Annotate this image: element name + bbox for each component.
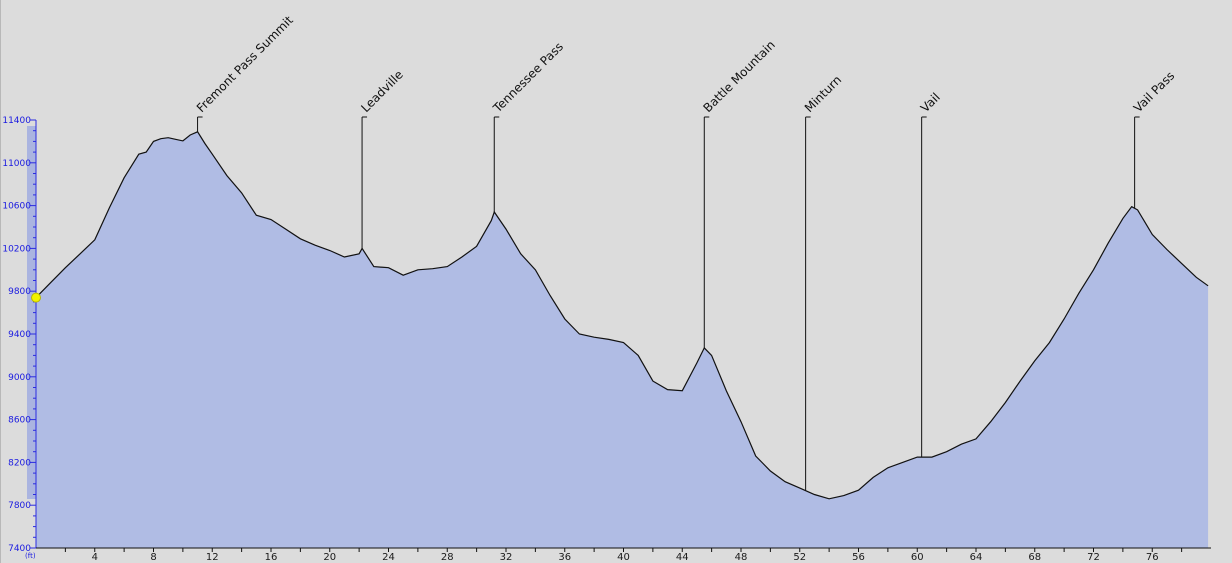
y-tick-label: 10600 — [2, 202, 31, 212]
x-tick-label: 24 — [382, 552, 395, 563]
x-tick-label: 60 — [911, 552, 924, 563]
x-tick-label: 76 — [1146, 552, 1159, 563]
y-tick-label: 7800 — [8, 501, 31, 511]
y-tick-label: 11000 — [2, 159, 31, 169]
y-tick-label: 8200 — [8, 458, 31, 468]
elevation-area — [36, 131, 1209, 549]
x-tick-label: 68 — [1028, 552, 1041, 563]
y-tick-label: 9800 — [8, 287, 31, 297]
x-tick-label: 28 — [441, 552, 454, 563]
y-axis: 7400 7800 8200 8600 9000 9400 9800 10200 10600 11… — [2, 116, 37, 554]
y-unit-label: (ft) — [25, 552, 36, 560]
y-tick-label: 10200 — [2, 244, 31, 254]
current-position-marker[interactable] — [31, 292, 41, 303]
y-tick-label: 7400 — [8, 544, 31, 554]
x-tick-label: 16 — [265, 552, 278, 563]
x-tick-label: 72 — [1087, 552, 1100, 563]
x-tick-label: 12 — [206, 552, 219, 563]
x-tick-label: 36 — [558, 552, 571, 563]
y-tick-label: 11400 — [2, 116, 31, 126]
x-tick-label: 20 — [323, 552, 336, 563]
x-tick-label: 40 — [617, 552, 630, 563]
x-tick-label: 4 — [92, 552, 98, 563]
x-tick-label: 32 — [500, 552, 513, 563]
y-tick-label: 9400 — [8, 330, 31, 340]
x-tick-label: 64 — [970, 552, 983, 563]
x-axis: 4 8 12 16 20 24 28 32 36 40 44 48 52 56 60 64 68 72 76 — [36, 547, 1211, 563]
x-tick-label: 52 — [793, 552, 806, 563]
y-tick-label: 9000 — [8, 373, 31, 383]
y-tick-label: 8600 — [8, 416, 31, 426]
x-tick-label: 48 — [735, 552, 748, 563]
y-axis-band — [27, 126, 36, 499]
x-tick-label: 56 — [852, 552, 865, 563]
elevation-line — [35, 131, 1209, 500]
x-tick-label: 8 — [150, 552, 156, 563]
x-tick-label: 44 — [676, 552, 689, 563]
